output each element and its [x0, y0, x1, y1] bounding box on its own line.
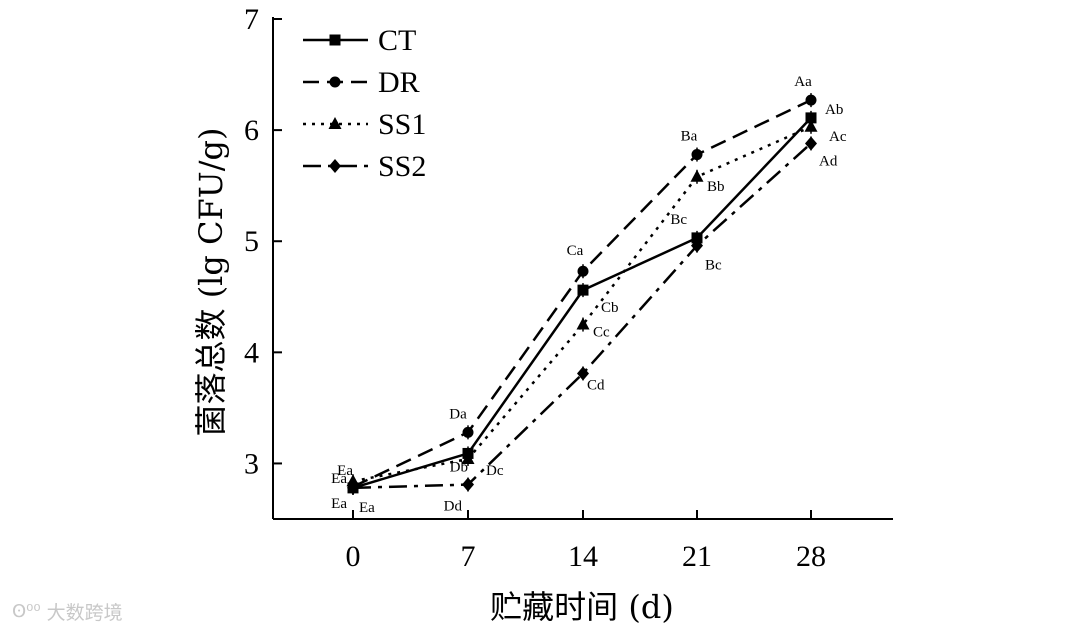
- legend-entry-ct: CT: [303, 24, 416, 57]
- data-point: [577, 284, 589, 296]
- data-labels: Ea Db Cb Bc Ab Ea Da Ca Ba Aa Ea Dc Cc Bb Ac Ea Dd Cd Bc Ad: [331, 74, 847, 516]
- data-label: Bc: [670, 212, 687, 228]
- legend-marker: [329, 76, 341, 88]
- x-tick-label: 7: [461, 540, 476, 573]
- data-point: [462, 477, 474, 492]
- data-point: [691, 238, 703, 253]
- data-label: Dc: [486, 463, 504, 479]
- data-label: Dd: [444, 499, 463, 515]
- watermark-text: 大数跨境: [46, 602, 123, 624]
- legend-entry-dr: DR: [303, 66, 420, 99]
- data-point: [346, 474, 360, 487]
- data-label: Bb: [707, 179, 725, 195]
- data-point: [347, 480, 359, 495]
- y-tick-label: 3: [244, 447, 259, 480]
- data-label: Cd: [587, 377, 605, 393]
- data-point: [805, 136, 817, 151]
- data-label: Da: [449, 406, 467, 422]
- series-dr: [347, 93, 817, 494]
- data-label: Ea: [331, 496, 347, 512]
- y-tick-label: 4: [244, 336, 259, 369]
- data-point: [461, 452, 475, 464]
- data-label: Ca: [567, 243, 584, 259]
- legend: CT DR SS1 SS2: [303, 24, 426, 183]
- series-line-ss2: [352, 142, 812, 490]
- data-point: [577, 366, 589, 381]
- data-point: [804, 119, 818, 132]
- legend-marker: [329, 34, 341, 46]
- x-tick-label: 14: [568, 540, 598, 573]
- data-point: [691, 232, 703, 244]
- data-label: Ac: [829, 129, 847, 145]
- series-line-ss1: [352, 125, 812, 483]
- data-label: Ad: [819, 153, 838, 169]
- y-tick-label: 5: [244, 225, 259, 258]
- watermark: ʘ⁰⁰ 大数跨境: [12, 598, 123, 625]
- x-tick-label: 21: [682, 540, 712, 573]
- x-tick-label: 28: [796, 540, 826, 573]
- data-label: Ea: [337, 463, 353, 479]
- legend-label: DR: [378, 66, 420, 99]
- axes: 3 4 5 6 7 0 7 14 21 28: [244, 3, 893, 573]
- data-label: Ea: [331, 471, 347, 487]
- legend-marker: [329, 159, 341, 173]
- legend-label: SS2: [378, 150, 426, 183]
- legend-entry-ss2: SS2: [303, 150, 426, 183]
- data-label: Cc: [593, 325, 610, 341]
- series-ss1: [346, 119, 818, 489]
- legend-label: SS1: [378, 108, 426, 141]
- series-layer: [346, 93, 818, 495]
- data-label: Db: [450, 459, 468, 475]
- y-tick-label: 6: [244, 114, 259, 147]
- legend-marker: [328, 117, 342, 129]
- data-point: [576, 317, 590, 330]
- data-label: Ab: [825, 102, 843, 118]
- data-point: [577, 265, 589, 277]
- x-axis-title: 贮藏时间 (d): [490, 588, 674, 626]
- legend-entry-ss1: SS1: [303, 108, 426, 141]
- y-axis-title: 菌落总数 (lg CFU/g): [192, 128, 230, 437]
- data-label: Ea: [359, 500, 375, 516]
- x-tick-label: 0: [346, 540, 361, 573]
- data-label: Aa: [794, 74, 812, 90]
- data-point: [691, 149, 703, 161]
- data-point: [805, 112, 817, 124]
- brand-logo-icon: ʘ⁰⁰: [12, 601, 41, 622]
- data-label: Cb: [601, 300, 619, 316]
- data-point: [805, 94, 817, 106]
- y-tick-label: 7: [244, 3, 259, 36]
- legend-label: CT: [378, 24, 416, 57]
- data-label: Bc: [705, 258, 722, 274]
- data-point: [690, 169, 704, 182]
- data-label: Ba: [681, 129, 698, 145]
- data-point: [462, 426, 474, 438]
- series-ss2: [347, 136, 817, 495]
